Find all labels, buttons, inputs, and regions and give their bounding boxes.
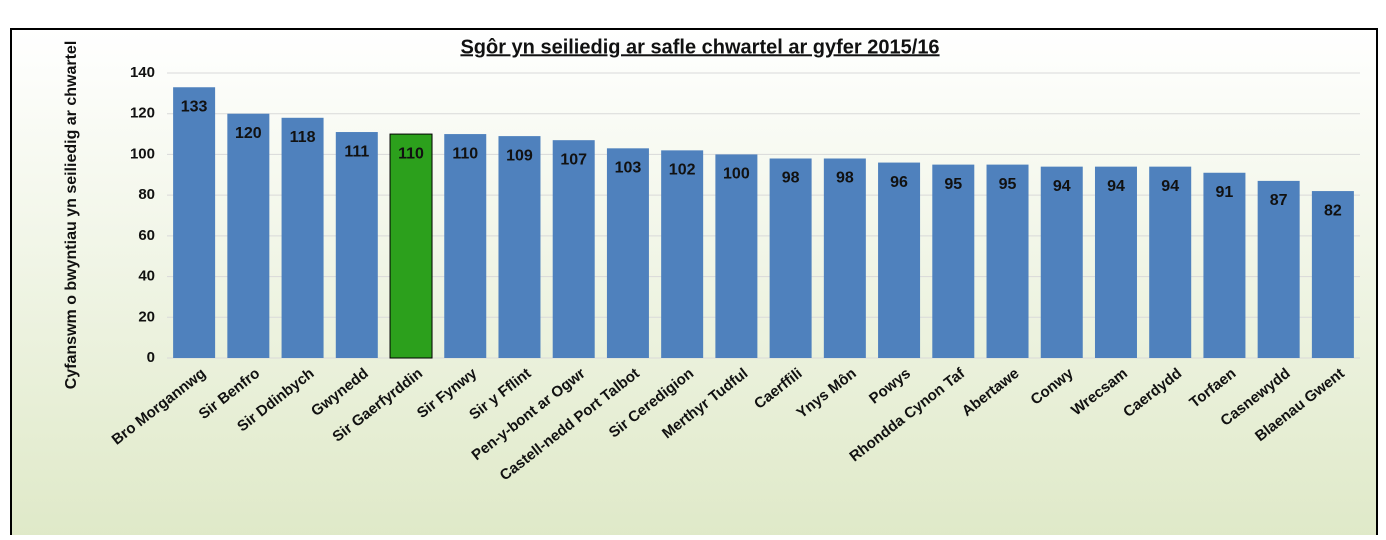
value-label: 94 [1161, 178, 1179, 195]
bar [335, 132, 378, 358]
chart-title: Sgôr yn seiliedig ar safle chwartel ar g… [460, 36, 939, 58]
bar [769, 158, 812, 358]
value-label: 96 [890, 174, 908, 191]
value-label: 111 [344, 143, 369, 160]
y-tick-label: 100 [130, 145, 155, 162]
y-tick-label: 140 [130, 64, 155, 81]
value-label: 91 [1216, 184, 1234, 201]
value-label: 94 [1107, 178, 1125, 195]
value-label: 95 [999, 176, 1017, 193]
bar [552, 140, 595, 358]
y-tick-label: 0 [147, 349, 155, 366]
value-label: 98 [836, 170, 854, 187]
y-tick-label: 60 [138, 227, 155, 244]
value-label: 87 [1270, 192, 1288, 209]
value-label: 103 [615, 160, 642, 177]
bar [1040, 166, 1083, 358]
bar [1149, 166, 1192, 358]
value-label: 100 [723, 166, 750, 183]
bar [606, 148, 649, 358]
bar [444, 134, 487, 358]
bar [661, 150, 704, 358]
bar [878, 162, 921, 358]
bar [823, 158, 866, 358]
bar [173, 87, 216, 358]
bar [1311, 191, 1354, 358]
bar [498, 136, 541, 358]
value-label: 133 [181, 98, 208, 115]
bar [227, 113, 270, 358]
y-tick-label: 40 [138, 268, 155, 285]
y-tick-label: 20 [138, 308, 155, 325]
value-label: 98 [782, 170, 800, 187]
bar [389, 133, 433, 359]
value-label: 94 [1053, 178, 1071, 195]
value-label: 107 [560, 151, 587, 168]
value-label: 110 [452, 145, 478, 162]
bar [932, 164, 975, 358]
bar [715, 154, 758, 358]
value-label: 118 [290, 129, 316, 146]
bar [1203, 172, 1246, 358]
y-axis-label: Cyfanswm o bwyntiau yn seiliedig ar chwa… [63, 41, 80, 390]
y-tick-label: 80 [138, 186, 155, 203]
value-label: 110 [398, 145, 424, 162]
value-label: 102 [669, 162, 696, 179]
value-label: 82 [1324, 202, 1342, 219]
bar [1094, 166, 1137, 358]
value-label: 120 [235, 125, 262, 142]
bar [1257, 180, 1300, 358]
y-tick-label: 120 [130, 105, 155, 122]
bar [281, 117, 324, 359]
value-label: 109 [506, 147, 533, 164]
bar [986, 164, 1029, 358]
value-label: 95 [944, 176, 962, 193]
